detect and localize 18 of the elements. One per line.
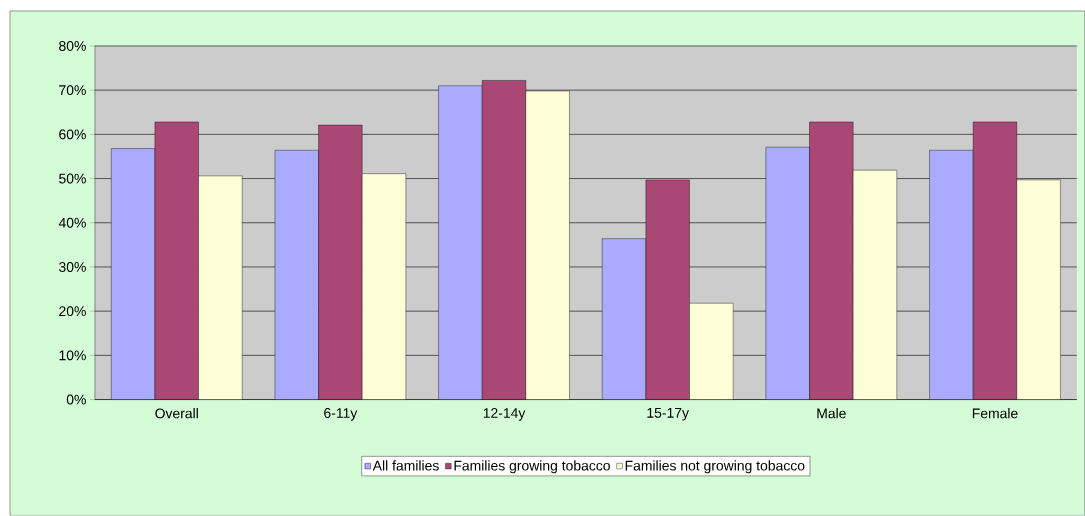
x-tick-label: 15-17y bbox=[647, 408, 689, 421]
x-tick-label: 12-14y bbox=[483, 408, 526, 421]
legend-label: Families growing tobacco bbox=[454, 460, 610, 474]
y-tick-label: 40% bbox=[58, 218, 86, 228]
y-tick-label: 80% bbox=[59, 41, 86, 52]
x-tick-label: 6-11y bbox=[324, 408, 358, 421]
y-tick-label: 60% bbox=[59, 129, 86, 140]
x-tick-label: Female bbox=[972, 408, 1018, 419]
y-tick-label: 0% bbox=[66, 394, 86, 405]
y-tick-label: 50% bbox=[59, 173, 86, 184]
y-tick-label: 30% bbox=[59, 262, 86, 273]
y-tick-label: 20% bbox=[59, 306, 86, 317]
legend-label: All families bbox=[372, 460, 439, 471]
x-tick-label: Overall bbox=[155, 408, 198, 419]
x-tick-label: Male bbox=[817, 408, 846, 419]
y-tick-label: 10% bbox=[59, 350, 86, 361]
legend-label: Families not growing tobacco bbox=[625, 460, 805, 474]
y-tick-label: 70% bbox=[59, 85, 86, 96]
